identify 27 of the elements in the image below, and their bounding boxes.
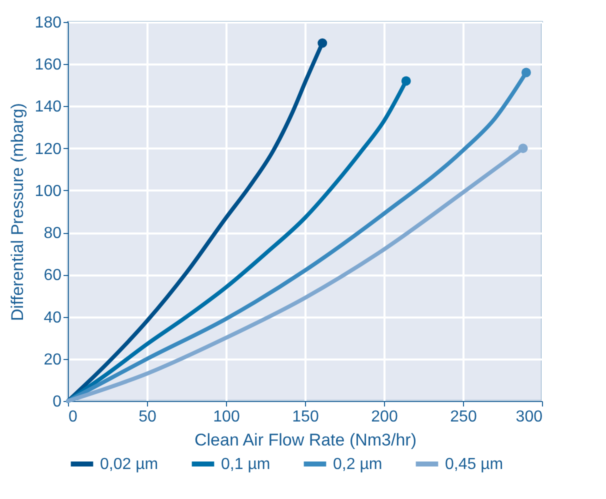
y-tick-label: 140 — [34, 98, 62, 116]
point — [401, 76, 411, 86]
x-tick-label: 200 — [371, 408, 398, 426]
point — [518, 144, 528, 154]
point — [521, 68, 531, 78]
y-tick-label: 0 — [52, 394, 62, 410]
y-tick-label: 80 — [44, 225, 62, 242]
y-tick-label: 160 — [34, 56, 62, 74]
legend-label: 0,1 µm — [221, 456, 270, 473]
y-axis-title: Differential Pressure (mbarg) — [8, 103, 27, 321]
y-tick-label: 20 — [44, 351, 62, 368]
x-tick-label: 50 — [138, 408, 156, 426]
x-tick-label: 100 — [213, 408, 240, 426]
x-tick-label: 300 — [516, 408, 543, 426]
x-tick-label: 250 — [450, 408, 477, 426]
legend-label: 0,45 µm — [445, 456, 504, 473]
x-tick-label: 150 — [292, 408, 319, 426]
y-tick-label: 40 — [44, 309, 62, 326]
point — [318, 38, 328, 48]
y-tick-label: 120 — [34, 140, 62, 158]
y-tick-label: 60 — [44, 267, 62, 284]
legend-label: 0,2 µm — [333, 456, 382, 473]
legend-label: 0,02 µm — [100, 456, 158, 473]
y-tick-label: 100 — [34, 182, 62, 200]
x-tick-label: 0 — [68, 408, 78, 426]
x-axis-title: Clean Air Flow Rate (Nm3/hr) — [194, 430, 417, 450]
y-tick-label: 180 — [34, 14, 62, 32]
